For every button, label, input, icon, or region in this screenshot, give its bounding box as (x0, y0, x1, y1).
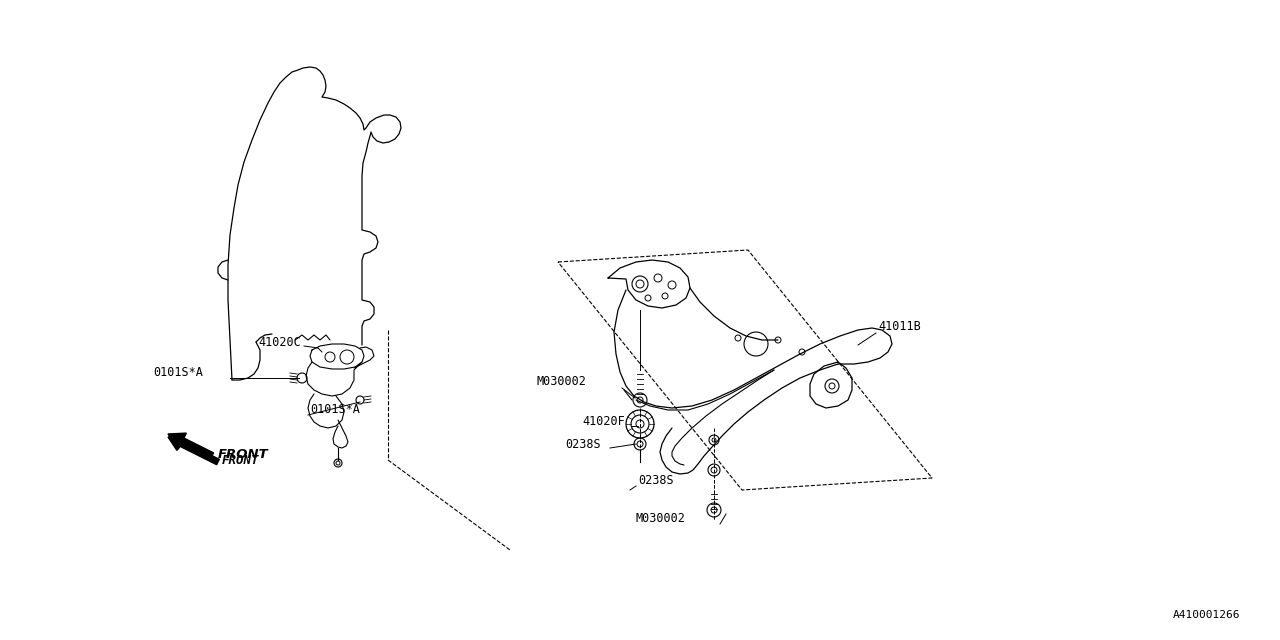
Text: 41020C: 41020C (259, 336, 301, 349)
Text: M030002: M030002 (635, 512, 685, 525)
Text: 41020F: 41020F (582, 415, 625, 428)
Text: M030002: M030002 (536, 375, 586, 388)
FancyArrow shape (168, 433, 214, 459)
Text: 41011B: 41011B (878, 320, 920, 333)
FancyArrow shape (168, 436, 219, 465)
Text: 0101S*A: 0101S*A (310, 403, 360, 416)
Text: A410001266: A410001266 (1172, 610, 1240, 620)
Text: FRONT: FRONT (221, 454, 260, 467)
Text: 0238S: 0238S (637, 474, 673, 487)
Text: FRONT: FRONT (218, 447, 269, 461)
Text: 0101S*A: 0101S*A (154, 366, 202, 379)
Text: 0238S: 0238S (564, 438, 600, 451)
